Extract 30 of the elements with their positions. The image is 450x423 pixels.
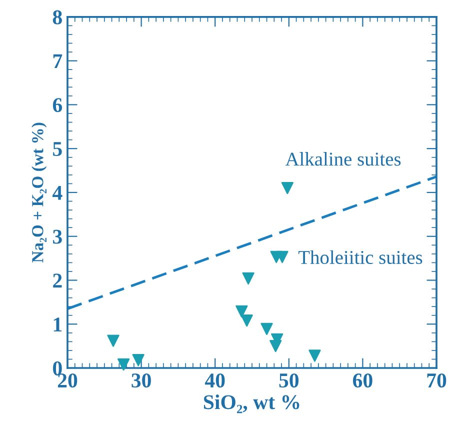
- y-tick-label: 2: [53, 274, 62, 288]
- point: [236, 305, 248, 318]
- x-tick-label: 30: [132, 373, 151, 388]
- annotation: Alkaline suites: [285, 152, 401, 166]
- y-axis-title: Na₂O + K₂O (wt %): [32, 122, 47, 263]
- point: [132, 354, 144, 366]
- x-tick-label: 40: [204, 373, 225, 388]
- y-tick-label: 7: [53, 54, 62, 68]
- point: [242, 272, 254, 285]
- point: [107, 334, 120, 347]
- point: [240, 314, 253, 327]
- x-axis-title: SiO₂, wt %: [204, 394, 300, 414]
- annotation: Tholeiitic suites: [298, 250, 422, 264]
- y-tick-label: 1: [54, 318, 62, 332]
- point: [118, 358, 130, 371]
- y-tick-label: 3: [53, 230, 62, 244]
- x-tick-label: 50: [279, 373, 299, 388]
- y-tick-label: 0: [53, 361, 62, 376]
- point: [281, 182, 294, 194]
- x-tick-label: 20: [58, 373, 78, 388]
- point: [308, 350, 321, 362]
- point: [276, 250, 288, 264]
- y-tick-label: 6: [52, 98, 62, 112]
- y-tick-label: 8: [52, 10, 62, 24]
- y-tick-label: 4: [52, 186, 62, 200]
- point: [270, 340, 282, 352]
- x-tick-label: 60: [352, 373, 372, 388]
- x-tick-label: 70: [427, 373, 446, 388]
- point: [260, 322, 273, 336]
- y-tick-label: 5: [53, 142, 62, 156]
